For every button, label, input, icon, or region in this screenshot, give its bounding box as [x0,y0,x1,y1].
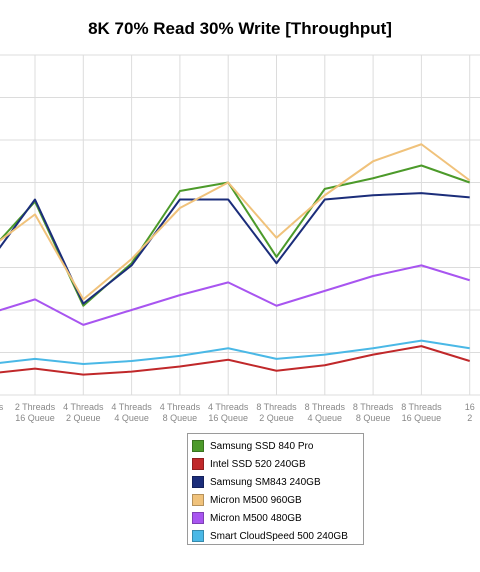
series-line [0,339,470,365]
series-line [0,264,470,326]
x-tick-label: 16 2 [465,402,475,423]
legend-swatch [192,458,204,470]
x-tick-label: 8 Threads 4 Queue [305,402,346,423]
legend: Samsung SSD 840 Pro Intel SSD 520 240GB Sa… [187,433,364,545]
legend-item: Micron M500 480GB [192,509,363,527]
legend-swatch [192,494,204,506]
gridlines [0,54,480,396]
legend-swatch [192,512,204,524]
x-tick-label: 8 Threads 8 Queue [353,402,394,423]
legend-label: Samsung SM843 240GB [210,476,321,488]
legend-label: Intel SSD 520 240GB [210,458,306,470]
x-tick-label: 4 Threads 8 Queue [160,402,201,423]
legend-item: Samsung SM843 240GB [192,473,363,491]
chart-title: 8K 70% Read 30% Write [Throughput] [88,19,392,38]
legend-swatch [192,530,204,542]
legend-label: Samsung SSD 840 Pro [210,440,314,452]
x-tick-label: 2 Threads 16 Queue [15,402,56,423]
legend-item: Micron M500 960GB [192,491,363,509]
x-tick-label: 4 Threads 4 Queue [111,402,152,423]
legend-swatch [192,476,204,488]
x-tick-label: 4 Threads 2 Queue [63,402,104,423]
legend-swatch [192,440,204,452]
series-lines [0,143,471,376]
legend-label: Smart CloudSpeed 500 240GB [210,530,348,542]
legend-item: Smart CloudSpeed 500 240GB [192,527,363,545]
x-tick-label: 8 Threads 2 Queue [256,402,297,423]
x-tick-label: 4 Threads 16 Queue [208,402,249,423]
series-line [0,345,470,376]
series-line [0,192,470,305]
series-line [0,143,471,301]
legend-item: Intel SSD 520 240GB [192,455,363,473]
x-tick-label: ThreadsQueue [0,402,4,423]
x-tick-label: 8 Threads 16 Queue [401,402,442,423]
legend-label: Micron M500 480GB [210,512,302,524]
legend-label: Micron M500 960GB [210,494,302,506]
legend-item: Samsung SSD 840 Pro [192,437,363,455]
